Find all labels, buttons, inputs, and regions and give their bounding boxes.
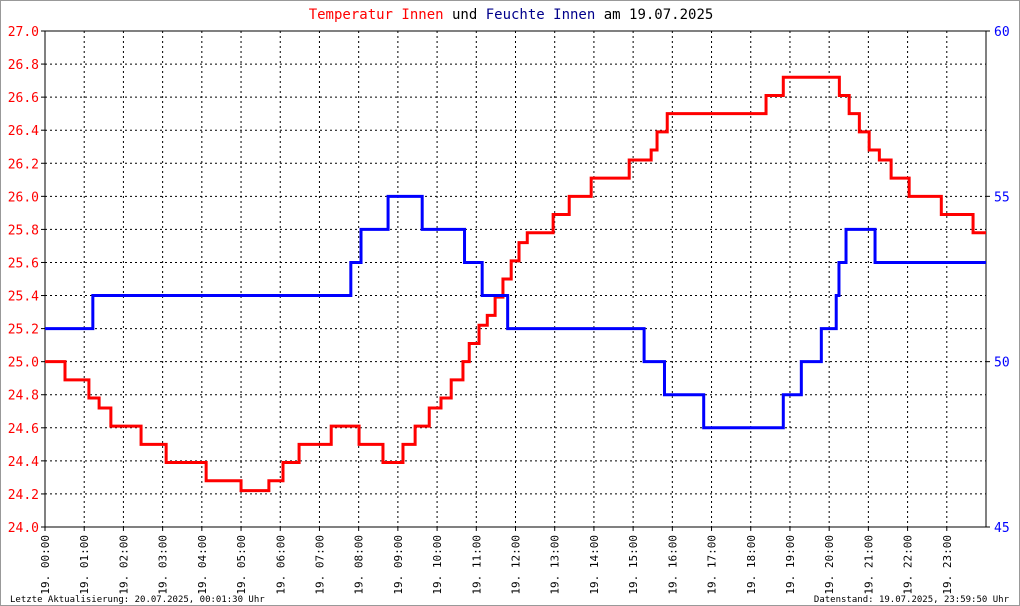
data-status-text: Datenstand: 19.07.2025, 23:59:50 Uhr xyxy=(814,595,1010,605)
x-tick-label: 19. 04:00 xyxy=(196,535,209,595)
x-tick-label: 19. 16:00 xyxy=(666,535,679,595)
x-tick-label: 19. 15:00 xyxy=(627,535,640,595)
temperature-line xyxy=(45,75,986,493)
x-tick-label: 19. 12:00 xyxy=(510,535,523,595)
y-left-tick-label: 24.2 xyxy=(8,488,39,503)
x-tick-label: 19. 00:00 xyxy=(39,535,52,595)
axes: 19. 00:00 19. 01:00 19. 02:00 19. 03:00 19. … xyxy=(8,25,1010,595)
y-left-tick-label: 24.0 xyxy=(8,521,39,536)
x-tick-label: 19. 19:00 xyxy=(784,535,797,595)
y-left-tick-label: 25.2 xyxy=(8,323,39,338)
y-left-tick-label: 24.8 xyxy=(8,389,39,404)
x-tick-label: 19. 22:00 xyxy=(902,535,915,595)
y-left-tick-label: 26.4 xyxy=(8,124,39,139)
humidity-line xyxy=(45,194,986,430)
x-tick-label: 19. 01:00 xyxy=(78,535,91,595)
y-left-tick-label: 26.8 xyxy=(8,58,39,73)
x-tick-label: 19. 02:00 xyxy=(117,535,130,595)
x-tick-label: 19. 05:00 xyxy=(235,535,248,595)
y-left-tick-label: 24.4 xyxy=(8,455,39,470)
y-left-tick-label: 26.2 xyxy=(8,157,39,172)
x-tick-label: 19. 17:00 xyxy=(706,535,719,595)
y-left-tick-label: 24.6 xyxy=(8,422,39,437)
x-tick-label: 19. 10:00 xyxy=(431,535,444,595)
title-date: am 19.07.2025 xyxy=(604,7,714,23)
x-tick-label: 19. 14:00 xyxy=(588,535,601,595)
x-tick-label: 19. 11:00 xyxy=(470,535,483,595)
x-tick-label: 19. 23:00 xyxy=(941,535,954,595)
y-left-tick-label: 25.6 xyxy=(8,256,39,271)
chart-title: Temperatur Innen und Feuchte Innen am 19… xyxy=(309,7,714,23)
y-left-tick-label: 27.0 xyxy=(8,25,39,40)
y-right-tick-label: 50 xyxy=(994,356,1010,371)
x-tick-label: 19. 08:00 xyxy=(353,535,366,595)
grid xyxy=(45,31,986,527)
x-tick-label: 19. 13:00 xyxy=(549,535,562,595)
x-tick-label: 19. 21:00 xyxy=(862,535,875,595)
x-tick-label: 19. 07:00 xyxy=(313,535,326,595)
y-right-tick-label: 60 xyxy=(994,25,1010,40)
y-right-tick-label: 55 xyxy=(994,190,1010,205)
x-tick-label: 19. 18:00 xyxy=(745,535,758,595)
plot-frame xyxy=(44,30,987,528)
series-group xyxy=(45,75,986,493)
y-left-tick-label: 26.6 xyxy=(8,91,39,106)
y-left-tick-label: 25.4 xyxy=(8,290,39,305)
x-tick-label: 19. 03:00 xyxy=(157,535,170,595)
y-left-tick-label: 26.0 xyxy=(8,190,39,205)
title-and: und xyxy=(452,7,477,23)
y-left-tick-label: 25.8 xyxy=(8,223,39,238)
x-tick-label: 19. 09:00 xyxy=(392,535,405,595)
last-update-text: Letzte Aktualisierung: 20.07.2025, 00:01… xyxy=(10,595,265,605)
y-right-tick-label: 45 xyxy=(994,521,1010,536)
title-humidity: Feuchte Innen xyxy=(486,7,596,23)
title-temperature: Temperatur Innen xyxy=(309,7,444,23)
x-tick-label: 19. 06:00 xyxy=(274,535,287,595)
x-tick-label: 19. 20:00 xyxy=(823,535,836,595)
y-left-tick-label: 25.0 xyxy=(8,356,39,371)
